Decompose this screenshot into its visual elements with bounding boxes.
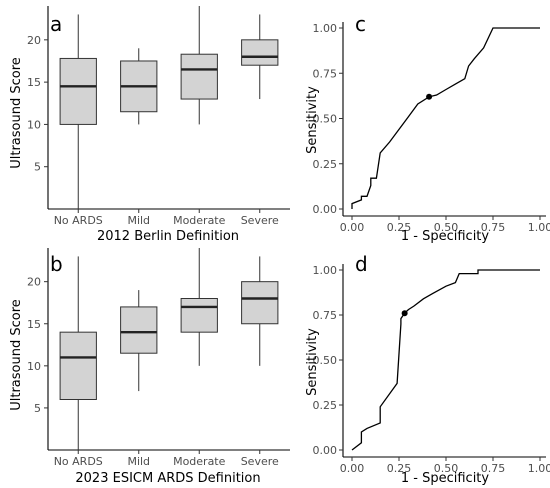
y-tick-label: 0.00 — [313, 444, 338, 457]
roc-curve-line — [351, 269, 540, 451]
y-tick-label: 0.00 — [313, 203, 338, 216]
panel-a-xlabel: 2012 Berlin Definition — [97, 229, 239, 244]
y-tick-label: 0.25 — [313, 399, 338, 412]
panel-d-xlabel: 1 - Specificity — [401, 471, 490, 486]
x-tick-label: 0.25 — [387, 221, 412, 234]
x-tick-label: 1.00 — [528, 462, 550, 475]
y-tick-label: 1.00 — [313, 22, 338, 35]
panel-label-a: a — [50, 12, 62, 36]
panel-d-plot-area: 0.00 0.25 0.50 0.75 1.00 0.00 0.25 0.50 0.75 1.00 — [313, 264, 550, 475]
panel-label-d: d — [355, 252, 368, 276]
x-tick-label: No ARDS — [54, 214, 103, 227]
box-iqr — [241, 281, 279, 325]
panel-a-boxplot: a 5 10 15 20 No ARDS Mild Moderate Severe Ultra… — [9, 6, 290, 244]
panel-a-ylabel: Ultrasound Score — [9, 57, 24, 169]
box-mild — [120, 290, 158, 392]
x-tick-label: 1.00 — [528, 221, 550, 234]
panel-c-xlabel: 1 - Specificity — [401, 229, 490, 244]
panel-d-roc: d 0.00 0.25 0.50 0.75 1.00 0.00 0.25 0.50 0.75 1.… — [305, 252, 550, 486]
y-tick-label: 0.50 — [313, 113, 338, 126]
panel-b-ylabel: Ultrasound Score — [9, 299, 24, 411]
optimal-cutoff-point — [401, 310, 408, 317]
panel-b-plot-area: 5 10 15 20 No ARDS Mild Moderate Severe — [27, 248, 290, 468]
panel-c-plot-area: 0.00 0.25 0.50 0.75 1.00 0.00 0.25 0.50 0.75 1.00 — [313, 22, 550, 234]
box-mild — [120, 48, 158, 125]
y-tick-label: 15 — [27, 76, 41, 89]
roc-curve-line — [351, 27, 540, 209]
x-tick-label: 0.25 — [387, 462, 412, 475]
x-tick-label: Severe — [241, 214, 279, 227]
x-tick-label: Moderate — [173, 455, 226, 468]
y-tick-label: 0.75 — [313, 309, 338, 322]
y-tick-label: 5 — [34, 402, 41, 415]
box-iqr — [180, 53, 218, 100]
box-iqr — [180, 298, 218, 333]
panel-b-xlabel: 2023 ESICM ARDS Definition — [75, 471, 260, 486]
y-tick-label: 10 — [27, 360, 41, 373]
x-tick-label: Severe — [241, 455, 279, 468]
box-no-ards — [59, 14, 97, 209]
y-tick-label: 20 — [27, 34, 41, 47]
panel-d-ylabel: Sensitivity — [305, 328, 320, 396]
panel-c-roc: c 0.00 0.25 0.50 0.75 1.00 0.00 0.25 0.50 0.75 1.… — [305, 12, 550, 244]
panel-label-c: c — [355, 12, 366, 36]
y-tick-label: 10 — [27, 118, 41, 131]
box-iqr — [120, 306, 158, 354]
x-tick-label: 0.75 — [481, 462, 506, 475]
x-tick-label: Mild — [127, 455, 150, 468]
x-tick-label: 0.00 — [340, 221, 365, 234]
panel-label-b: b — [50, 252, 63, 276]
box-iqr — [59, 331, 97, 400]
box-moderate — [180, 6, 218, 125]
y-tick-label: 0.50 — [313, 354, 338, 367]
box-iqr — [241, 39, 279, 66]
box-severe — [241, 14, 279, 100]
x-tick-label: Mild — [127, 214, 150, 227]
x-tick-label: 0.50 — [434, 221, 459, 234]
x-tick-label: 0.50 — [434, 462, 459, 475]
panel-c-ylabel: Sensitivity — [305, 86, 320, 154]
box-severe — [241, 256, 279, 366]
x-tick-label: 0.00 — [340, 462, 365, 475]
optimal-cutoff-point — [426, 93, 433, 100]
y-tick-label: 5 — [34, 161, 41, 174]
box-iqr — [59, 57, 97, 125]
y-tick-label: 15 — [27, 318, 41, 331]
y-tick-label: 20 — [27, 276, 41, 289]
box-moderate — [180, 248, 218, 366]
y-tick-label: 0.75 — [313, 67, 338, 80]
x-tick-label: No ARDS — [54, 455, 103, 468]
x-tick-label: Moderate — [173, 214, 226, 227]
x-tick-label: 0.75 — [481, 221, 506, 234]
y-tick-label: 0.25 — [313, 158, 338, 171]
panel-b-boxplot: b 5 10 15 20 No ARDS Mild Moderate Severe Ultra… — [9, 248, 290, 486]
box-no-ards — [59, 256, 97, 450]
y-tick-label: 1.00 — [313, 264, 338, 277]
panel-a-plot-area: 5 10 15 20 No ARDS Mild Moderate Severe — [27, 6, 290, 227]
